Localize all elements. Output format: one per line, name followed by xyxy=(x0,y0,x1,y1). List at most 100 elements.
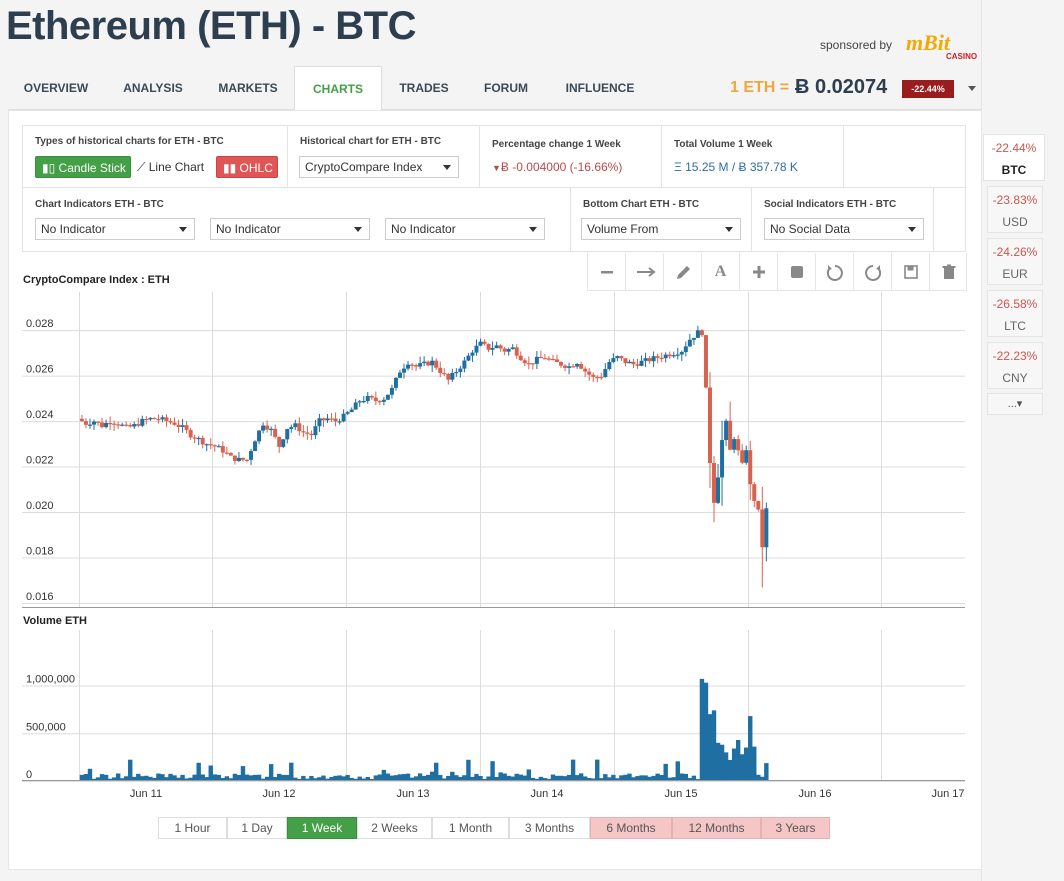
volume-bar xyxy=(393,775,399,780)
candle-body xyxy=(112,423,117,425)
currency-usd[interactable]: -23.83% USD xyxy=(987,186,1043,233)
currency-eur[interactable]: -24.26% EUR xyxy=(987,238,1043,285)
trash-icon[interactable] xyxy=(929,253,967,291)
volume-bar xyxy=(558,775,564,780)
candle-body xyxy=(571,366,576,368)
candle-body xyxy=(458,368,463,372)
volume-bar xyxy=(337,775,342,780)
candle-body xyxy=(442,372,447,375)
range-12-months[interactable]: 12 Months xyxy=(672,817,761,839)
currency-btc[interactable]: -22.44% BTC xyxy=(983,134,1045,181)
volume-bar xyxy=(409,777,415,780)
chart-title: CryptoCompare Index : ETH xyxy=(23,274,170,286)
range-3-months[interactable]: 3 Months xyxy=(509,817,590,839)
tab-analysis[interactable]: ANALYSIS xyxy=(123,81,183,95)
sponsor-logo[interactable]: mBit xyxy=(906,30,951,55)
volume-bar xyxy=(691,775,697,780)
candle-body xyxy=(635,364,640,366)
volume-bar xyxy=(478,776,483,780)
range-2-weeks[interactable]: 2 Weeks xyxy=(357,817,432,839)
currency-sidebar: -22.44% BTC -23.83% USD -24.26% EUR -26.… xyxy=(983,0,1064,881)
volume-bar xyxy=(148,776,153,780)
plus-icon[interactable] xyxy=(739,253,777,291)
volume-bar xyxy=(538,776,544,780)
currency-ltc[interactable]: -26.58% LTC xyxy=(987,290,1043,337)
arrow-right-icon[interactable] xyxy=(625,253,663,291)
range-6-months[interactable]: 6 Months xyxy=(590,817,672,839)
historical-select[interactable]: CryptoCompare Index xyxy=(299,156,459,178)
indicators-title: Chart Indicators ETH - BTC xyxy=(35,199,164,210)
redo-icon[interactable] xyxy=(853,253,891,291)
volume-bar xyxy=(611,774,616,780)
indicator-select-1[interactable]: No Indicator xyxy=(35,218,195,240)
candle-body xyxy=(100,422,105,428)
candle-body xyxy=(579,363,584,369)
candle-body xyxy=(546,358,551,360)
x-axis: Jun 11 Jun 12 Jun 13 Jun 14 Jun 15 Jun 16 Jun … xyxy=(0,788,982,804)
volume-y-tick: 0 xyxy=(26,769,32,781)
volume-bar xyxy=(752,746,757,780)
currency-cny[interactable]: -22.23% CNY xyxy=(987,342,1043,389)
candle-body xyxy=(764,508,769,548)
square-icon[interactable] xyxy=(777,253,815,291)
candle-body xyxy=(180,425,185,427)
candle-body xyxy=(261,425,266,431)
price-y-tick: 0.018 xyxy=(26,546,54,558)
tab-forum[interactable]: FORUM xyxy=(484,81,528,95)
volume-bar xyxy=(289,762,294,780)
range-1-month[interactable]: 1 Month xyxy=(432,817,509,839)
tab-charts[interactable]: CHARTS xyxy=(294,66,382,111)
candle-body xyxy=(253,441,258,452)
candle-body xyxy=(83,421,88,425)
tab-trades[interactable]: TRADES xyxy=(399,81,449,95)
x-tick-label: Jun 12 xyxy=(262,788,296,800)
volume-bar xyxy=(711,710,717,780)
volume-bar xyxy=(140,776,145,780)
chevron-down-icon[interactable] xyxy=(968,86,976,91)
save-icon[interactable] xyxy=(891,253,929,291)
candle-body xyxy=(446,373,451,380)
price-y-tick: 0.020 xyxy=(26,500,54,512)
bottom-chart-select[interactable]: Volume From xyxy=(581,218,741,240)
volume-bar xyxy=(156,773,161,780)
minus-icon[interactable] xyxy=(587,253,625,291)
ohlc-button[interactable]: ▮▮ OHLC xyxy=(216,156,278,178)
candle-body xyxy=(595,376,600,379)
tab-influence[interactable]: INFLUENCE xyxy=(565,81,635,95)
candle-body xyxy=(333,418,338,422)
indicator-select-3[interactable]: No Indicator xyxy=(385,218,545,240)
volume-bar xyxy=(417,773,423,780)
pencil-icon[interactable] xyxy=(663,253,701,291)
volume-chart[interactable]: 1,000,000 500,000 0 xyxy=(0,630,982,785)
tab-overview[interactable]: OVERVIEW xyxy=(23,81,89,95)
range-1-week[interactable]: 1 Week xyxy=(287,817,357,839)
price-chart[interactable]: 0.028 0.026 0.024 0.022 0.020 0.018 0.016 xyxy=(0,292,982,610)
volume-bar xyxy=(651,775,656,780)
candle-body xyxy=(607,361,612,369)
range-3-years[interactable]: 3 Years xyxy=(761,817,830,839)
indicator-select-2[interactable]: No Indicator xyxy=(210,218,370,240)
more-currencies-button[interactable]: ...▾ xyxy=(987,393,1043,415)
candle-body xyxy=(502,348,507,352)
candle-stick-button[interactable]: ▮▯ Candle Stick xyxy=(35,156,131,178)
candle-body xyxy=(369,396,374,398)
volume-bar xyxy=(200,774,205,780)
social-select[interactable]: No Social Data xyxy=(764,218,924,240)
line-chart-button[interactable]: ⟋ Line Chart xyxy=(137,160,205,174)
candle-body xyxy=(357,401,362,403)
volume-bar xyxy=(83,774,89,780)
text-icon[interactable]: A xyxy=(701,253,739,291)
range-1-hour[interactable]: 1 Hour xyxy=(158,817,227,839)
price-y-tick: 0.022 xyxy=(26,455,54,467)
volume-bar xyxy=(204,777,209,780)
candle-body xyxy=(627,361,632,364)
candle-body xyxy=(156,419,161,421)
candle-body xyxy=(679,352,684,355)
candle-body xyxy=(325,418,330,421)
range-1-day[interactable]: 1 Day xyxy=(227,817,287,839)
tab-markets[interactable]: MARKETS xyxy=(218,81,278,95)
candle-body xyxy=(216,446,221,448)
candle-body xyxy=(599,376,604,379)
volume-bar xyxy=(353,778,358,780)
undo-icon[interactable] xyxy=(815,253,853,291)
